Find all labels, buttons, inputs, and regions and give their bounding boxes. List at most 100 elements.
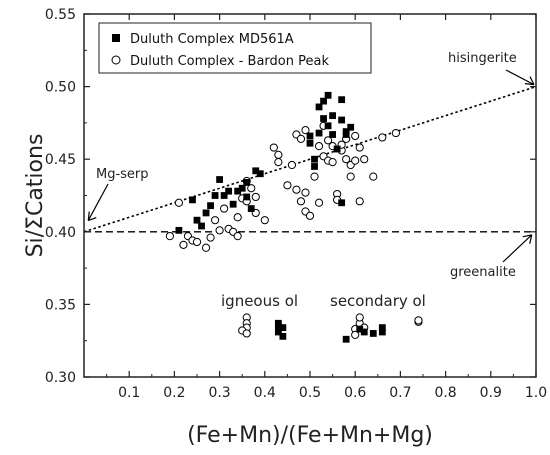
point-bardon-peak xyxy=(287,160,297,170)
point-bardon-peak xyxy=(192,237,202,247)
point-bardon-peak xyxy=(414,316,423,325)
point-bardon-peak xyxy=(220,204,229,213)
point-bardon-peak xyxy=(323,136,333,145)
point-bardon-peak xyxy=(351,330,360,339)
point-md561a xyxy=(338,96,346,104)
point-md561a xyxy=(189,196,196,204)
annotation-igneous-ol: igneous ol xyxy=(221,292,298,310)
point-bardon-peak xyxy=(351,131,360,141)
point-bardon-peak xyxy=(301,126,310,135)
point-bardon-peak xyxy=(179,240,188,249)
x-tick-label: 0.6 xyxy=(344,385,366,401)
legend-label-bardon-peak: Duluth Complex - Bardon Peak xyxy=(130,54,329,69)
point-bardon-peak xyxy=(206,233,215,242)
point-md561a xyxy=(324,91,332,99)
point-bardon-peak xyxy=(251,192,260,202)
point-md561a xyxy=(238,184,246,192)
annotation-greenalite: greenalite xyxy=(450,265,516,280)
legend-box xyxy=(98,22,372,74)
legend-marker-filled-square xyxy=(112,34,120,42)
x-tick-label: 0.3 xyxy=(208,385,230,401)
y-tick-label: 0.45 xyxy=(45,152,76,168)
point-md561a xyxy=(369,330,377,337)
point-bardon-peak xyxy=(233,232,242,241)
x-tick-label: 0.4 xyxy=(254,385,276,401)
point-md561a xyxy=(342,335,350,343)
point-md561a xyxy=(378,324,386,332)
point-md561a xyxy=(252,167,260,175)
point-md561a xyxy=(315,103,323,111)
point-bardon-peak xyxy=(274,158,283,167)
point-md561a xyxy=(225,187,233,195)
point-md561a xyxy=(279,324,287,332)
point-md561a xyxy=(311,155,318,163)
trend-line-dotted xyxy=(83,85,537,233)
point-bardon-peak xyxy=(296,197,306,206)
point-bardon-peak xyxy=(296,134,306,143)
point-bardon-peak xyxy=(355,143,364,152)
point-bardon-peak xyxy=(233,213,242,222)
point-md561a xyxy=(216,176,223,183)
point-bardon-peak xyxy=(355,313,364,322)
y-tick-label: 0.55 xyxy=(45,7,76,23)
point-md561a xyxy=(229,200,237,208)
point-md561a xyxy=(320,97,327,105)
point-bardon-peak xyxy=(378,133,387,142)
point-bardon-peak xyxy=(391,128,400,138)
point-bardon-peak xyxy=(351,156,360,165)
point-bardon-peak xyxy=(174,198,184,207)
x-tick-label: 0.7 xyxy=(389,385,411,401)
point-bardon-peak xyxy=(274,150,283,159)
point-md561a xyxy=(193,216,201,224)
legend-marker-open-circle xyxy=(111,55,121,65)
point-md561a xyxy=(198,222,205,230)
point-md561a xyxy=(333,145,341,153)
point-md561a xyxy=(220,192,228,199)
point-md561a xyxy=(338,199,346,207)
point-bardon-peak xyxy=(342,155,351,164)
point-bardon-peak xyxy=(210,216,220,225)
x-tick-label: 1.0 xyxy=(525,385,547,401)
point-bardon-peak xyxy=(269,143,278,152)
point-md561a xyxy=(338,116,346,124)
point-bardon-peak xyxy=(242,329,251,338)
point-bardon-peak xyxy=(314,198,324,207)
point-md561a xyxy=(324,122,332,130)
point-bardon-peak xyxy=(310,172,319,181)
point-md561a xyxy=(378,328,386,336)
point-md561a xyxy=(243,179,251,186)
point-md561a xyxy=(360,328,368,336)
point-md561a xyxy=(274,322,282,330)
arrow-hisingerite xyxy=(505,69,535,86)
point-md561a xyxy=(347,123,355,131)
point-md561a xyxy=(274,328,282,336)
point-md561a xyxy=(311,163,318,170)
arrow-greenalite xyxy=(502,234,533,263)
y-tick-label: 0.30 xyxy=(45,370,76,386)
point-bardon-peak xyxy=(355,197,364,206)
point-md561a xyxy=(306,132,314,140)
point-bardon-peak xyxy=(283,181,292,190)
x-axis-title: (Fe+Mn)/(Fe+Mn+Mg) xyxy=(187,423,433,448)
point-md561a xyxy=(207,202,214,210)
y-axis-title: Si/ΣCations xyxy=(23,134,48,258)
point-md561a xyxy=(342,131,350,138)
axis-ticks-layer: 0.1 0.2 0.3 0.4 0.5 0.6 0.7 0.8 0.9 1.0 0.30 0.35 0.… xyxy=(45,7,547,401)
legend: Duluth Complex MD561A Duluth Complex - B… xyxy=(98,22,372,74)
point-md561a xyxy=(243,193,251,201)
point-md561a xyxy=(329,112,336,120)
point-md561a xyxy=(320,115,327,122)
point-bardon-peak xyxy=(292,185,301,194)
point-bardon-peak xyxy=(260,216,269,225)
x-tick-label: 0.1 xyxy=(118,385,140,401)
point-bardon-peak xyxy=(215,226,224,235)
point-bardon-peak xyxy=(369,172,378,181)
point-md561a xyxy=(234,187,242,195)
y-tick-label: 0.50 xyxy=(45,80,76,96)
point-bardon-peak xyxy=(328,158,337,167)
point-md561a xyxy=(202,209,210,217)
point-bardon-peak xyxy=(201,243,211,252)
x-tick-label: 0.8 xyxy=(434,385,456,401)
point-bardon-peak xyxy=(301,188,310,197)
